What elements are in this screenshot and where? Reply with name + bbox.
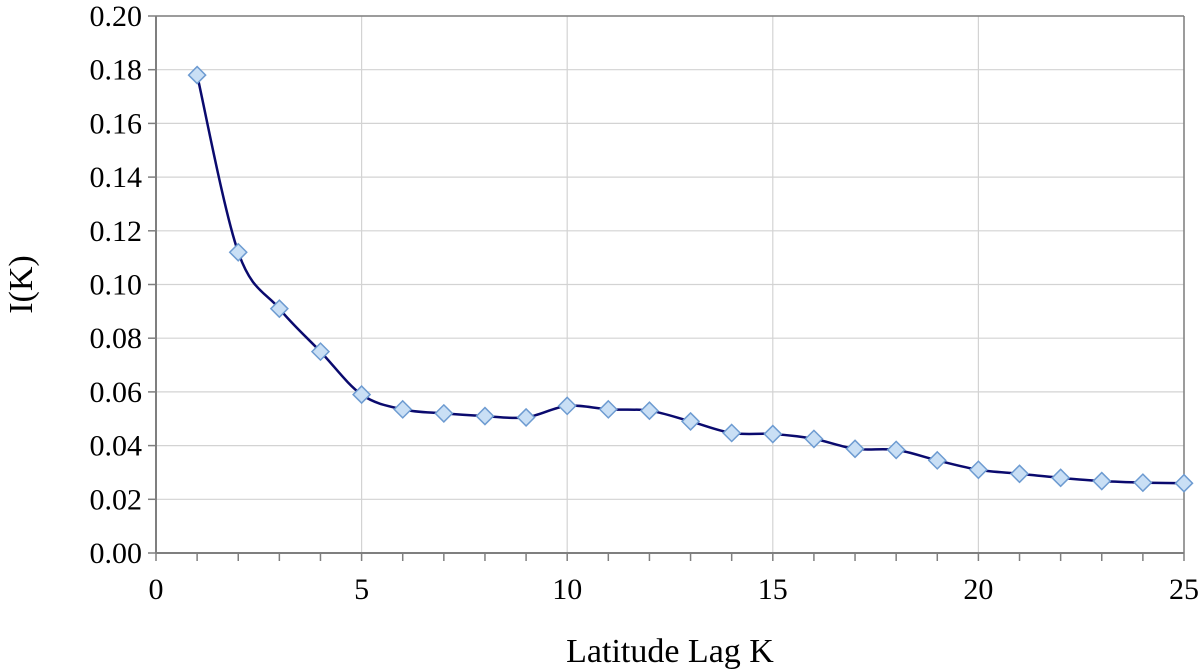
data-point-marker xyxy=(845,439,865,459)
y-tick-label: 0.12 xyxy=(90,215,143,248)
y-axis-title: I(K) xyxy=(3,255,40,314)
data-point-marker xyxy=(680,411,701,431)
y-tick-label: 0.10 xyxy=(90,269,143,302)
x-tick-label: 10 xyxy=(552,573,582,606)
y-tick-label: 0.18 xyxy=(90,54,143,87)
data-point-marker xyxy=(886,440,906,460)
x-tick-label: 5 xyxy=(354,573,369,606)
y-tick-label: 0.14 xyxy=(90,161,143,194)
data-point-marker xyxy=(269,299,289,319)
ticks xyxy=(148,15,1185,561)
data-point-marker xyxy=(968,460,988,480)
data-point-marker xyxy=(434,403,454,423)
data-point-marker xyxy=(352,385,372,405)
y-tick-label: 0.00 xyxy=(90,537,143,570)
data-point-marker xyxy=(187,65,207,85)
data-point-marker xyxy=(393,399,413,419)
data-point-marker xyxy=(1174,473,1194,493)
x-tick-label: 15 xyxy=(758,573,788,606)
y-tick-label: 0.06 xyxy=(90,376,143,409)
x-tick-label: 0 xyxy=(149,573,164,606)
data-point-marker xyxy=(639,401,660,421)
y-tick-label: 0.20 xyxy=(90,0,143,33)
data-point-marker xyxy=(1133,473,1153,493)
y-tick-label: 0.08 xyxy=(90,322,143,355)
data-point-marker xyxy=(516,407,536,427)
x-axis-title: Latitude Lag K xyxy=(566,633,774,670)
data-point-marker xyxy=(927,450,947,470)
data-point-marker xyxy=(1009,464,1030,484)
series-group xyxy=(187,65,1194,493)
data-point-marker xyxy=(228,242,248,262)
y-tick-label: 0.16 xyxy=(90,107,143,140)
data-point-marker xyxy=(557,396,577,416)
data-point-marker xyxy=(722,423,742,443)
y-tick-label: 0.04 xyxy=(90,430,143,463)
data-point-marker xyxy=(310,342,331,362)
data-point-marker xyxy=(763,424,783,444)
data-point-marker xyxy=(804,429,824,449)
data-point-marker xyxy=(1092,471,1112,491)
data-point-marker xyxy=(598,399,618,419)
tick-labels: 0.00 0.02 0.04 0.06 0.08 0.10 0.12 0.14 0.16 0.18… xyxy=(90,0,1200,606)
data-point-marker xyxy=(1051,468,1071,488)
data-point-marker xyxy=(475,406,495,426)
x-tick-label: 20 xyxy=(963,573,993,606)
y-tick-label: 0.02 xyxy=(90,483,143,516)
x-tick-label: 25 xyxy=(1169,573,1199,606)
